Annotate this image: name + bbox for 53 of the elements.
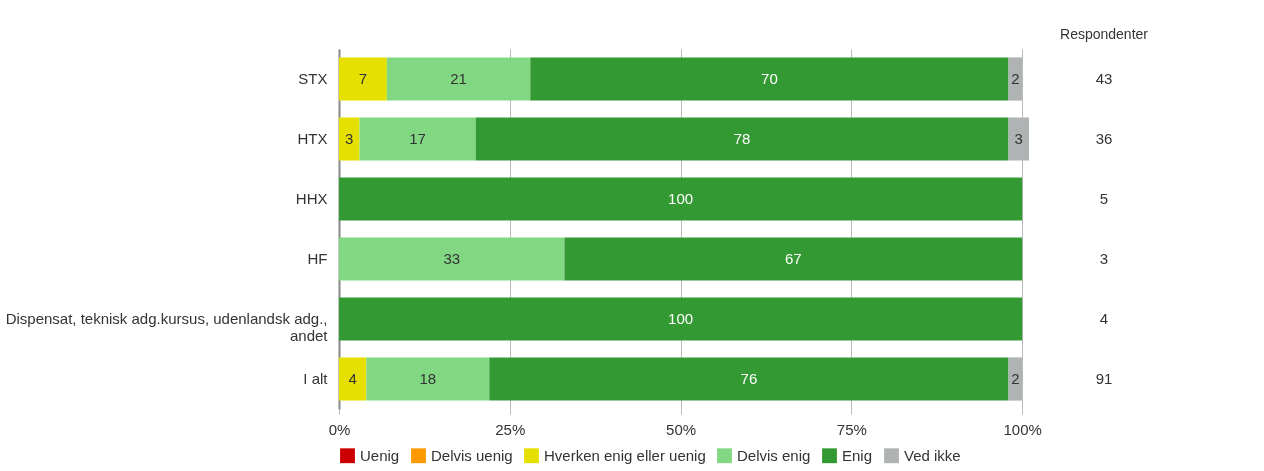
x-tick-label: 100% xyxy=(1003,420,1042,438)
data-label: 76 xyxy=(740,370,758,387)
data-label: 18 xyxy=(419,370,437,387)
bar xyxy=(339,177,1023,221)
bar xyxy=(359,117,476,161)
bar xyxy=(339,57,387,101)
legend-label: Hverken enig eller uenig xyxy=(544,446,706,464)
y-tick-label: Dispensat, teknisk adg.kursus, udenlandsk adg., andet xyxy=(5,310,329,344)
data-label: 33 xyxy=(443,250,461,267)
data-label: 17 xyxy=(409,130,426,147)
legend-label: Delvis enig xyxy=(737,446,811,464)
bar xyxy=(386,57,531,101)
bar xyxy=(530,57,1009,101)
text: 91 xyxy=(1095,370,1113,387)
data-label: 100 xyxy=(668,310,694,327)
data-label: 2 xyxy=(1011,370,1020,387)
data-label: 67 xyxy=(784,250,802,267)
data-label: 7 xyxy=(358,70,368,87)
x-tick-label: 25% xyxy=(495,420,526,438)
text: 5 xyxy=(1099,190,1109,207)
bar xyxy=(564,237,1023,281)
y-tick-label: HHX xyxy=(295,190,328,207)
data-label: 21 xyxy=(450,70,467,87)
data-label: 78 xyxy=(733,130,751,147)
x-tick-label: 75% xyxy=(836,420,867,438)
bar xyxy=(489,357,1009,401)
text: 43 xyxy=(1095,70,1113,87)
y-tick-label: I alt xyxy=(303,370,329,387)
bar xyxy=(339,117,360,161)
data-label: 4 xyxy=(348,370,357,387)
text: Respondenter xyxy=(1060,26,1149,42)
y-tick-label: HTX xyxy=(297,130,328,147)
bar xyxy=(339,357,367,401)
bar xyxy=(475,117,1009,161)
x-tick-label: 0% xyxy=(328,420,351,438)
data-label: 100 xyxy=(668,190,694,207)
text: 3 xyxy=(1099,250,1109,267)
bar xyxy=(339,237,565,281)
data-label: 2 xyxy=(1011,70,1020,87)
legend-label: Uenig xyxy=(360,446,400,464)
legend-label: Delvis uenig xyxy=(431,446,513,464)
y-tick-label: STX xyxy=(298,70,328,87)
bar xyxy=(366,357,490,401)
bar xyxy=(339,297,1023,341)
data-label: 3 xyxy=(1014,130,1023,147)
text: 4 xyxy=(1099,310,1109,327)
legend-label: Enig xyxy=(842,446,873,464)
legend-label: Ved ikke xyxy=(904,446,961,464)
text: 36 xyxy=(1095,130,1113,147)
y-tick-label: HF xyxy=(307,250,328,267)
data-label: 3 xyxy=(345,130,354,147)
data-label: 70 xyxy=(761,70,778,87)
x-tick-label: 50% xyxy=(666,420,697,438)
